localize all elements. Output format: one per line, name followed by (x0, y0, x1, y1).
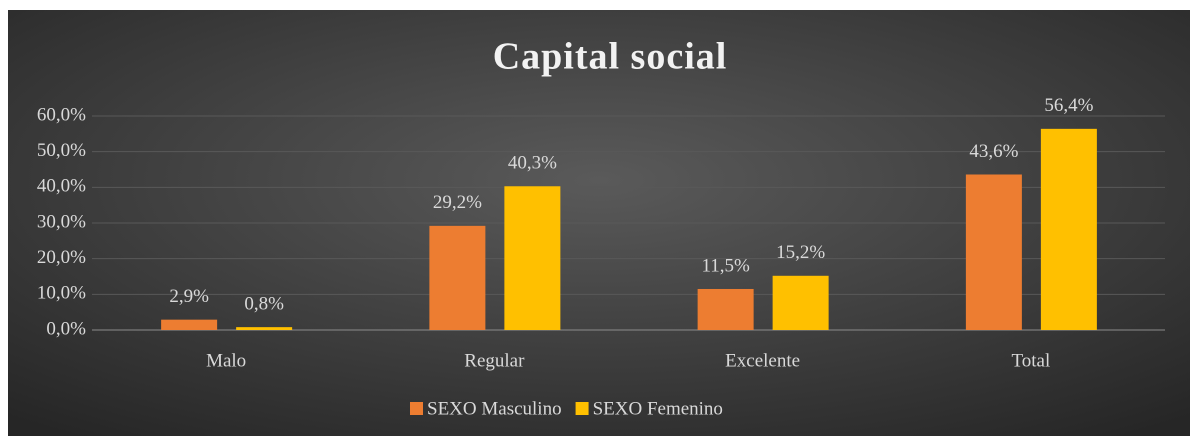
y-tick-label: 50,0% (37, 140, 86, 161)
bar (772, 275, 829, 330)
x-tick-label: Excelente (725, 350, 800, 371)
value-label: 56,4% (1044, 95, 1093, 116)
value-label: 43,6% (969, 141, 1018, 162)
value-label: 40,3% (508, 153, 557, 174)
legend-swatch (575, 402, 589, 415)
value-label: 11,5% (701, 255, 750, 276)
x-tick-label: Total (1011, 350, 1050, 371)
bar (1040, 128, 1097, 330)
bar (697, 288, 754, 330)
x-tick-label: Regular (464, 350, 525, 371)
value-label: 29,2% (433, 192, 482, 213)
y-tick-label: 0,0% (46, 318, 86, 339)
y-tick-label: 10,0% (37, 283, 86, 304)
bar (965, 174, 1022, 330)
x-tick-label: Malo (206, 350, 246, 371)
y-tick-label: 40,0% (37, 176, 86, 197)
bar (236, 327, 293, 330)
bar (429, 225, 486, 330)
legend-label: SEXO Masculino (427, 398, 562, 419)
y-tick-label: 20,0% (37, 247, 86, 268)
y-tick-label: 30,0% (37, 211, 86, 232)
value-label: 2,9% (169, 286, 209, 307)
value-label: 15,2% (776, 242, 825, 263)
chart-title: Capital social (493, 36, 728, 78)
legend-label: SEXO Femenino (593, 398, 723, 419)
legend-swatch (410, 402, 423, 415)
bar (161, 319, 218, 330)
value-label: 0,8% (244, 294, 284, 315)
bar (504, 186, 561, 330)
y-tick-label: 60,0% (37, 104, 86, 125)
